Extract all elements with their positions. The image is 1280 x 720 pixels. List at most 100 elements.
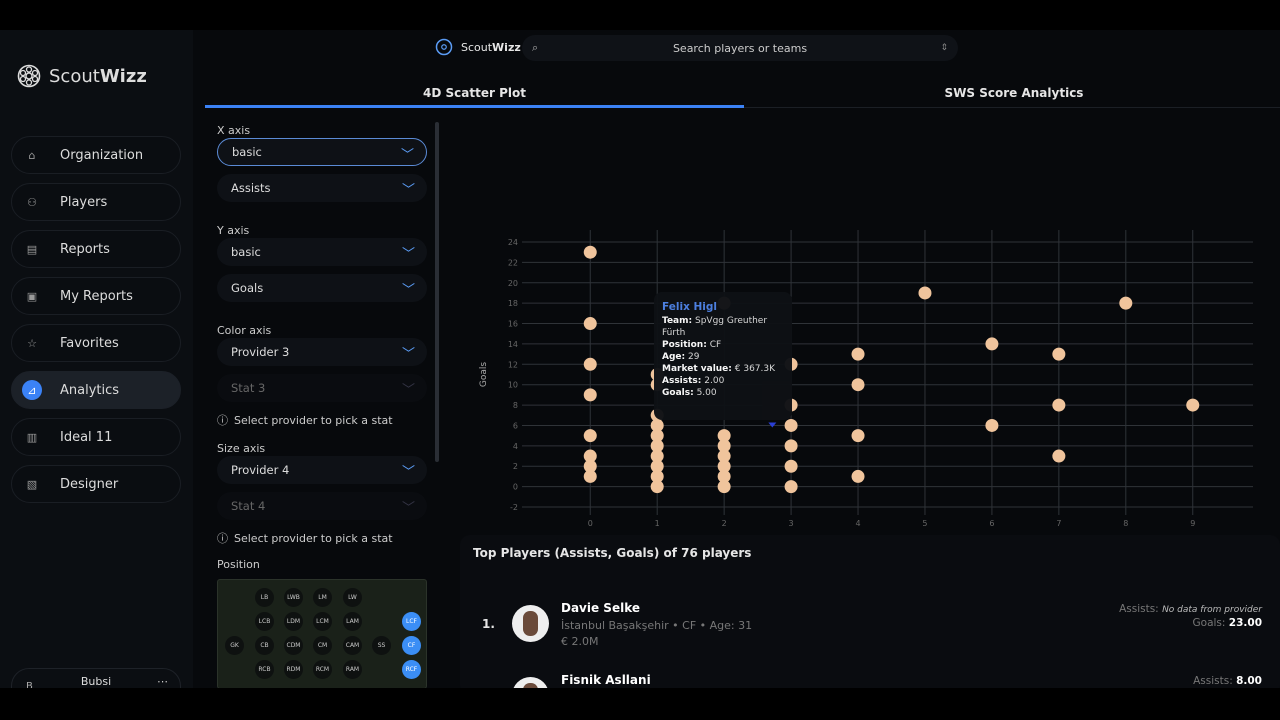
color-stat-select[interactable]: Stat 3 ﹀: [217, 374, 427, 402]
sidebar-item-favorites[interactable]: ☆ Favorites: [11, 324, 181, 362]
chevron-down-icon: ﹀: [401, 501, 415, 516]
x-axis-stat-select[interactable]: Assists ﹀: [217, 174, 427, 202]
sidebar-item-players[interactable]: ⚇ Players: [11, 183, 181, 221]
data-point[interactable]: [650, 459, 664, 473]
tab-4d-scatter-plot[interactable]: 4D Scatter Plot: [205, 86, 744, 108]
data-point[interactable]: [583, 317, 597, 331]
data-point[interactable]: [717, 429, 731, 443]
y-tick-label: 8: [513, 401, 518, 410]
search-input[interactable]: ⌕ Search players or teams ⇕: [522, 35, 958, 61]
data-point[interactable]: [583, 429, 597, 443]
data-point[interactable]: [650, 439, 664, 453]
y-tick-label: 22: [508, 258, 518, 267]
y-tick-label: 14: [508, 340, 518, 349]
size-stat-select[interactable]: Stat 4 ﹀: [217, 492, 427, 520]
position-gk[interactable]: GK: [225, 636, 244, 655]
y-axis-group-select[interactable]: basic ﹀: [217, 238, 427, 266]
data-point[interactable]: [851, 429, 865, 443]
sidebar-item-reports[interactable]: ▤ Reports: [11, 230, 181, 268]
position-cf[interactable]: CF: [402, 636, 421, 655]
sidebar-item-analytics[interactable]: ⊿ Analytics: [11, 371, 181, 409]
player-row[interactable]: 2. Fisnik Asllani Assists: 8.00: [460, 667, 1280, 688]
logo[interactable]: ScoutWizz: [17, 64, 147, 88]
size-axis-label: Size axis: [217, 442, 266, 455]
position-lm[interactable]: LM: [313, 588, 332, 607]
position-lw[interactable]: LW: [343, 588, 362, 607]
position-lam[interactable]: LAM: [343, 612, 362, 631]
data-point[interactable]: [717, 449, 731, 463]
sidebar-item-organization[interactable]: ⌂ Organization: [11, 136, 181, 174]
tooltip-value: € 367.3K: [734, 364, 776, 374]
user-name: Bubsi: [80, 675, 112, 688]
x-axis-group-select[interactable]: basic ﹀: [217, 138, 427, 166]
data-point[interactable]: [1119, 296, 1133, 310]
position-lcf[interactable]: LCF: [402, 612, 421, 631]
position-lcb[interactable]: LCB: [255, 612, 274, 631]
sidebar-item-label: Analytics: [60, 382, 120, 398]
position-ss[interactable]: SS: [372, 636, 391, 655]
logo-text-bold: Wizz: [99, 65, 147, 87]
data-point[interactable]: [717, 480, 731, 494]
position-lcm[interactable]: LCM: [313, 612, 332, 631]
position-cb[interactable]: CB: [255, 636, 274, 655]
player-name[interactable]: Fisnik Asllani: [561, 673, 651, 687]
data-point[interactable]: [650, 469, 664, 483]
sidebar-item-ideal-11[interactable]: ▥ Ideal 11: [11, 418, 181, 456]
position-rdm[interactable]: RDM: [284, 660, 303, 679]
data-point[interactable]: [717, 439, 731, 453]
player-avatar: [512, 605, 549, 642]
data-point[interactable]: [1186, 398, 1200, 412]
scrollbar[interactable]: [435, 122, 439, 462]
data-point[interactable]: [583, 245, 597, 259]
data-point[interactable]: [851, 378, 865, 392]
data-point[interactable]: [650, 480, 664, 494]
data-point[interactable]: [985, 337, 999, 351]
player-rank: 1.: [482, 617, 495, 631]
data-point[interactable]: [851, 347, 865, 361]
color-provider-select[interactable]: Provider 3 ﹀: [217, 338, 427, 366]
data-point[interactable]: [717, 459, 731, 473]
data-point[interactable]: [583, 449, 597, 463]
data-point[interactable]: [1052, 398, 1066, 412]
position-rcm[interactable]: RCM: [313, 660, 332, 679]
position-cdm[interactable]: CDM: [284, 636, 303, 655]
data-point[interactable]: [583, 388, 597, 402]
data-point[interactable]: [784, 459, 798, 473]
position-lwb[interactable]: LWB: [284, 588, 303, 607]
data-point[interactable]: [650, 429, 664, 443]
data-point[interactable]: [1052, 347, 1066, 361]
more-icon[interactable]: ⋯: [157, 675, 168, 688]
sidebar-item-my-reports[interactable]: ▣ My Reports: [11, 277, 181, 315]
data-point[interactable]: [918, 286, 932, 300]
y-tick-label: 4: [513, 442, 518, 451]
player-row[interactable]: 1. Davie Selke İstanbul Başakşehir • CF …: [460, 595, 1280, 655]
data-point[interactable]: [717, 469, 731, 483]
data-point[interactable]: [784, 439, 798, 453]
y-axis-stat-select[interactable]: Goals ﹀: [217, 274, 427, 302]
position-lb[interactable]: LB: [255, 588, 274, 607]
data-point[interactable]: [851, 469, 865, 483]
data-point[interactable]: [650, 418, 664, 432]
player-name[interactable]: Davie Selke: [561, 601, 641, 615]
position-rcf[interactable]: RCF: [402, 660, 421, 679]
data-point[interactable]: [784, 418, 798, 432]
chevron-down-icon: ﹀: [400, 148, 414, 163]
data-point[interactable]: [985, 418, 999, 432]
data-point[interactable]: [650, 449, 664, 463]
data-point[interactable]: [583, 469, 597, 483]
data-point[interactable]: [1052, 449, 1066, 463]
sidebar-item-designer[interactable]: ▧ Designer: [11, 465, 181, 503]
tab-sws-score-analytics[interactable]: SWS Score Analytics: [944, 86, 1084, 100]
position-rcb[interactable]: RCB: [255, 660, 274, 679]
tooltip-label: Goals:: [662, 388, 694, 398]
data-point[interactable]: [583, 459, 597, 473]
position-cam[interactable]: CAM: [343, 636, 362, 655]
size-provider-select[interactable]: Provider 4 ﹀: [217, 456, 427, 484]
sidebar: ScoutWizz ⌂ Organization ⚇ Players ▤ Report…: [0, 30, 193, 688]
user-menu[interactable]: B Bubsi ⋯: [11, 668, 181, 688]
position-ram[interactable]: RAM: [343, 660, 362, 679]
position-cm[interactable]: CM: [313, 636, 332, 655]
position-ldm[interactable]: LDM: [284, 612, 303, 631]
data-point[interactable]: [583, 357, 597, 371]
data-point[interactable]: [784, 480, 798, 494]
